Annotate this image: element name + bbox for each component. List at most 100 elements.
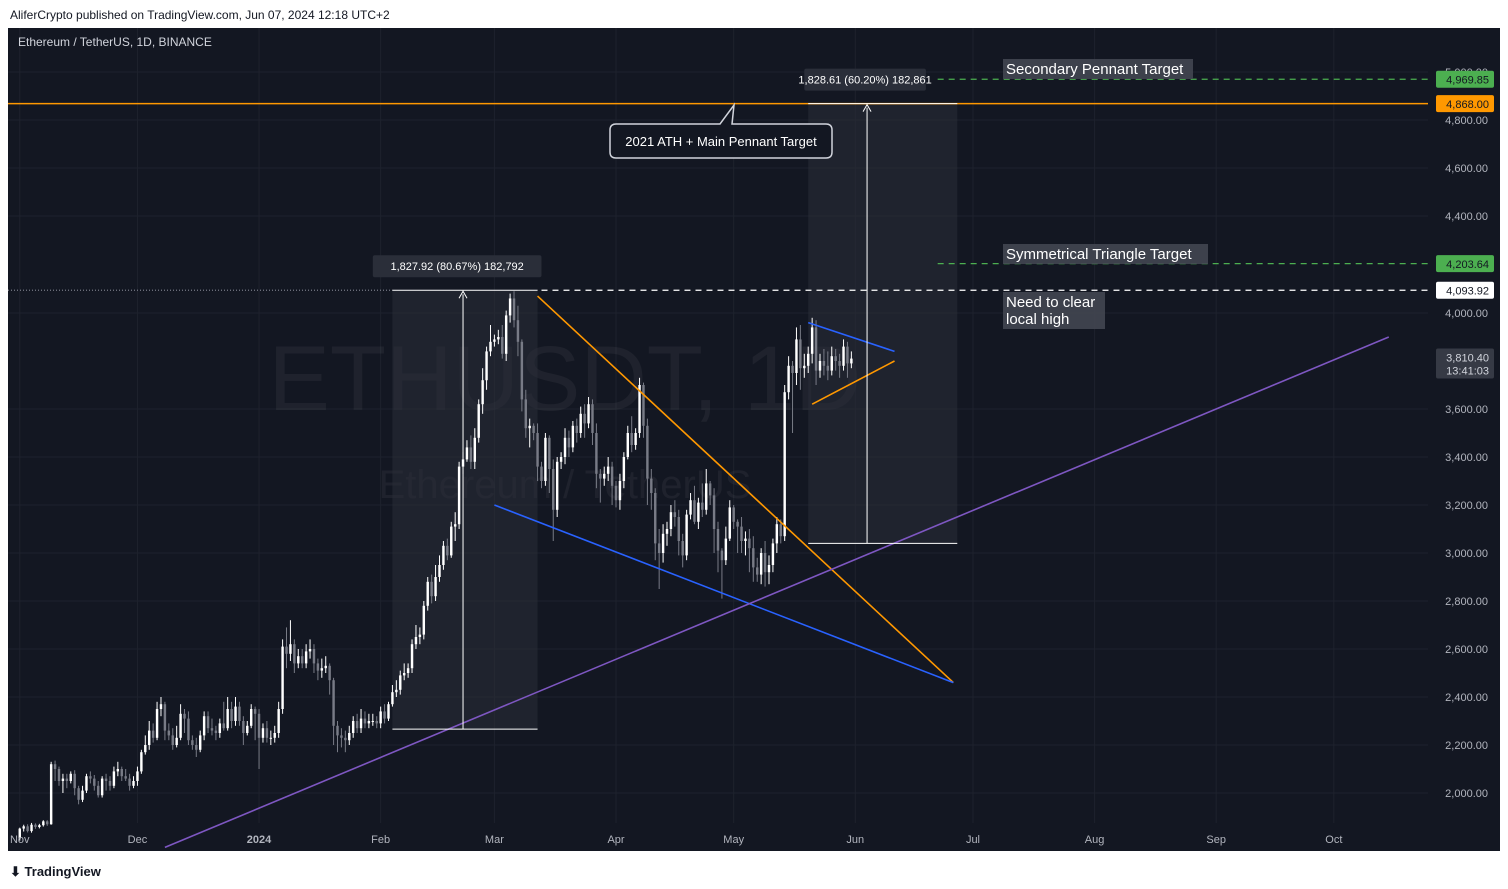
candle-body [163,704,167,731]
label-local-high[interactable]: Need to clear local high [1003,292,1105,329]
candle-body [297,656,300,664]
candle-body [775,524,779,544]
candle-body [348,733,351,741]
price-label-box [1436,281,1494,299]
candle-body [540,466,543,481]
candle-body [402,673,406,676]
candle-body [744,538,747,541]
candle-body [324,665,327,669]
time-tick-label: Nov [10,834,30,846]
candle-body [210,728,214,731]
candle-body [846,346,849,364]
candle-body [151,730,155,738]
candle-body [77,788,80,800]
candle-body [261,728,265,738]
price-label-text: 4,203.64 [1446,259,1489,271]
trend-line [807,321,895,353]
candle-body [81,790,84,800]
label-symmetrical-triangle-target[interactable]: Symmetrical Triangle Target [1003,244,1208,264]
callout-ath-target[interactable]: 2021 ATH + Main Pennant Target [609,102,833,159]
candle-body [85,776,88,791]
candle-body [89,776,92,779]
candle-body [308,649,312,652]
candle-body [265,728,269,738]
candle-body [732,507,735,522]
candle-body [756,567,759,575]
candle-body [807,353,810,366]
time-tick-label: 2024 [247,834,272,846]
time-tick-label: Dec [128,834,148,846]
candle-body [520,341,524,400]
candle-body [253,709,257,714]
callout-bubble [609,102,833,159]
candle-body [383,711,386,719]
trend-line [811,360,895,405]
candle-body [630,433,633,445]
candle-body [375,721,378,724]
candle-body [124,776,127,779]
candle-body [685,514,688,556]
candle-body [116,769,120,772]
candle-body [528,425,531,429]
candle-body [120,769,123,777]
candle-body [26,826,29,832]
candle-body [504,315,508,354]
chart-panel[interactable]: ETHUSDT, 1D Ethereum / TetherUS 1,827.92… [8,28,1500,851]
candle-body [434,577,437,597]
label-text-line2: local high [1006,311,1069,328]
price-label-text: 4,868.00 [1446,99,1489,111]
candle-body [642,385,645,426]
time-tick-label: Apr [607,834,624,846]
candle-body [277,709,280,733]
candle-body [705,483,708,510]
candle-body [489,341,492,352]
label-box [1003,292,1105,329]
symbol-title: Ethereum / TetherUS, 1D, BINANCE [18,35,212,49]
price-tick-label: 4,800.00 [1445,115,1488,127]
measure-shade [808,103,958,544]
candle-body [783,392,786,537]
candle-body [748,538,751,549]
time-tick-label: Feb [371,834,390,846]
candle-body [791,365,794,373]
footer: ⬇︎ TradingView [0,852,1508,889]
candle-body [426,581,429,606]
candle-body [363,718,367,724]
candle-body [799,339,802,369]
candle-body [344,737,347,741]
candle-body [736,521,739,527]
candle-body [587,404,590,424]
candle-body [230,709,233,721]
candle-body [677,517,680,541]
price-chart[interactable]: ETHUSDT, 1D Ethereum / TetherUS 1,827.92… [8,28,1500,851]
label-text-line1: Need to clear [1006,294,1095,311]
candle-body [171,735,174,745]
candle-body [65,778,69,781]
tradingview-logo[interactable]: ⬇︎ TradingView [10,864,101,880]
candle-body [669,512,673,529]
shaded-ranges [392,103,958,730]
candle-body [128,778,131,786]
candle-body [654,493,657,544]
candle-body [457,466,461,525]
candle-body [167,730,171,736]
candle-body [97,785,100,796]
candle-body [693,500,696,522]
candle-body [69,773,72,781]
label-secondary-pennant-target[interactable]: Secondary Pennant Target [1003,59,1193,79]
measure-arrowhead [862,103,872,112]
price-tick-label: 3,000.00 [1445,548,1488,560]
measure-shade [392,290,538,730]
candle-body [493,339,496,342]
price-tick-label: 2,000.00 [1445,788,1488,800]
time-tick-label: Oct [1325,834,1342,846]
price-tick-label: 4,400.00 [1445,211,1488,223]
candle-body [100,778,104,796]
candle-body [379,711,382,724]
candle-body [767,565,771,573]
candle-body [681,541,684,556]
candle-body [195,745,198,750]
candle-body [446,545,449,556]
candle-body [42,821,45,826]
candle-body [340,735,343,738]
